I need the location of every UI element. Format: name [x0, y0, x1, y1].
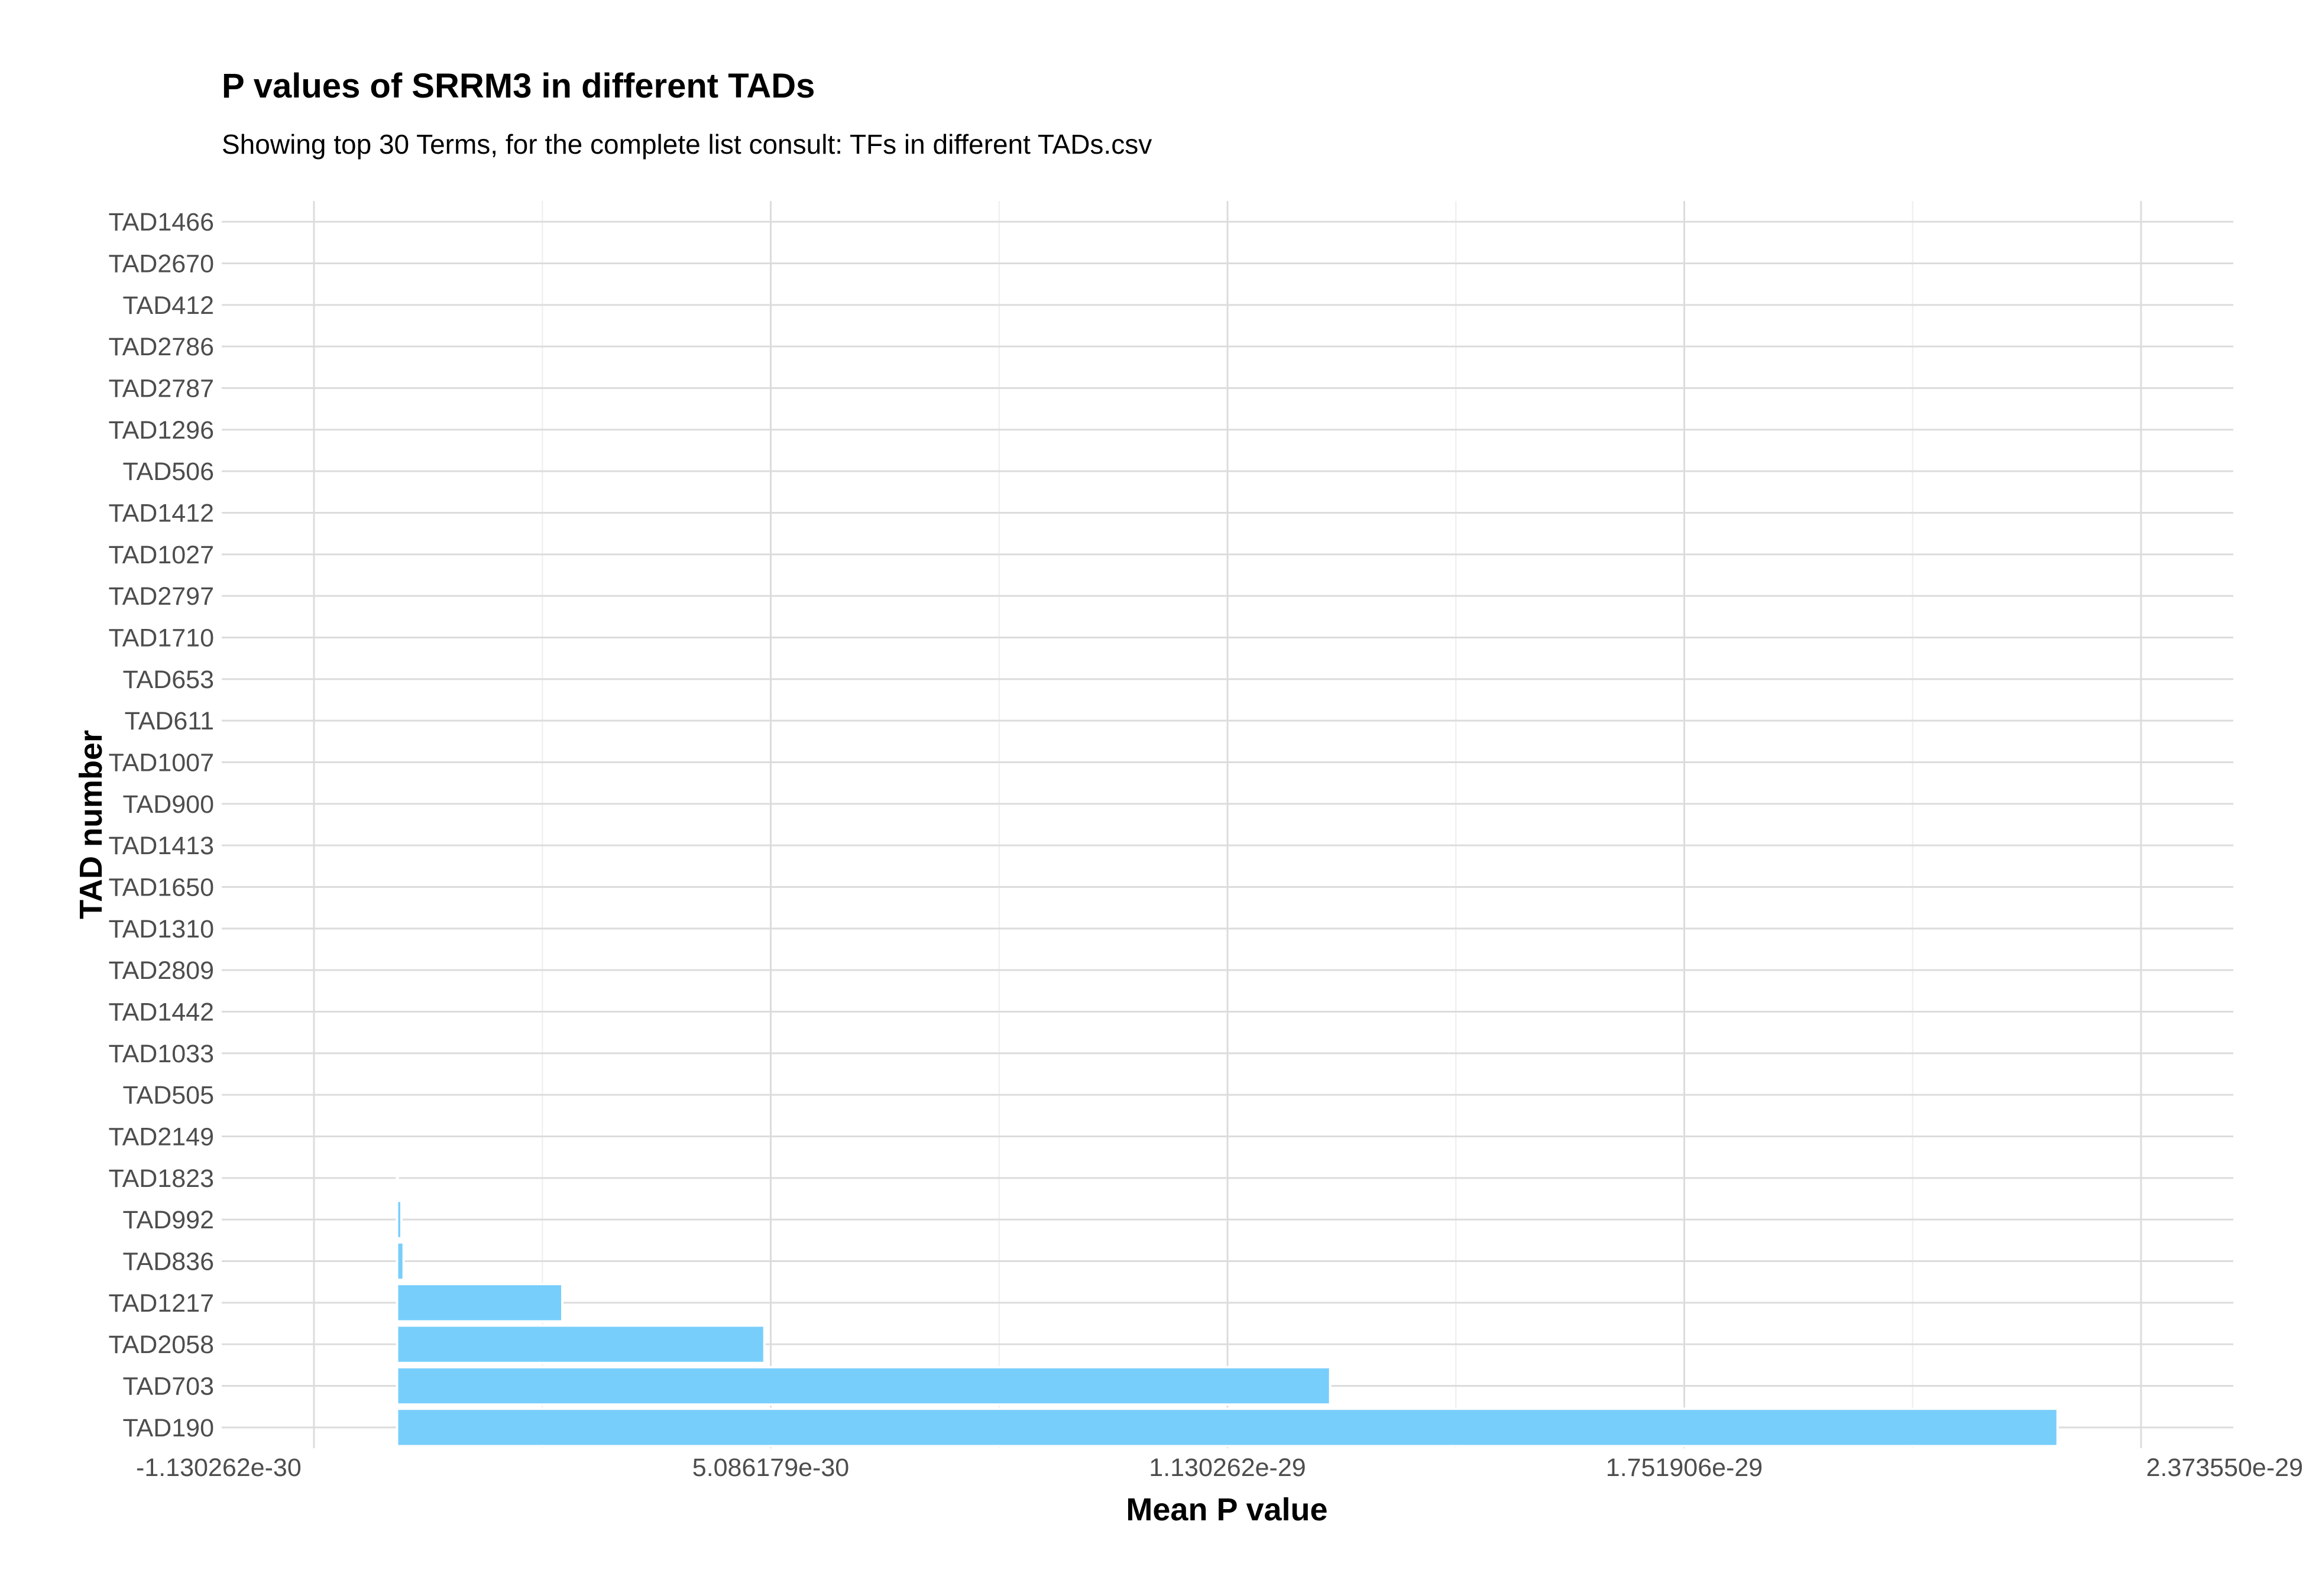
y-axis-label: TAD number	[73, 730, 109, 919]
bars	[396, 1158, 2059, 1448]
y-tick-label: TAD2787	[109, 375, 214, 403]
bar	[396, 1407, 2059, 1448]
x-tick-label: 2.373550e-29	[2146, 1454, 2303, 1482]
x-tick-label: 1.130262e-29	[1149, 1454, 1306, 1482]
y-tick-label: TAD1296	[109, 416, 214, 445]
bar	[396, 1283, 564, 1323]
y-tick-label: TAD1007	[109, 749, 214, 777]
y-tick-label: TAD1217	[109, 1289, 214, 1318]
y-tick-label: TAD2058	[109, 1331, 214, 1359]
y-tick-label: TAD2797	[109, 582, 214, 611]
grid-lines	[222, 201, 2233, 1448]
bar	[396, 1241, 405, 1282]
y-tick-label: TAD2149	[109, 1123, 214, 1151]
y-tick-label: TAD1033	[109, 1040, 214, 1068]
y-tick-label: TAD1412	[109, 499, 214, 528]
x-axis-label: Mean P value	[1126, 1492, 1327, 1527]
y-tick-label: TAD900	[122, 790, 214, 819]
y-tick-label: TAD1413	[109, 832, 214, 860]
y-tick-label: TAD190	[122, 1414, 214, 1442]
y-tick-label: TAD611	[125, 707, 214, 735]
y-tick-labels: TAD1466 TAD2670 TAD412 TAD2786 TAD2787 TAD129…	[109, 208, 214, 1442]
y-tick-label: TAD703	[122, 1373, 214, 1401]
y-tick-label: TAD1466	[109, 208, 214, 236]
y-tick-label: TAD1442	[109, 998, 214, 1027]
y-tick-label: TAD1710	[109, 624, 214, 653]
chart-subtitle: Showing top 30 Terms, for the complete l…	[222, 129, 1152, 160]
bar	[396, 1324, 766, 1364]
y-tick-label: TAD1823	[109, 1164, 214, 1193]
y-tick-label: TAD1027	[109, 541, 214, 569]
y-tick-label: TAD992	[122, 1206, 214, 1234]
y-tick-label: TAD2786	[109, 333, 214, 361]
y-tick-label: TAD506	[122, 458, 214, 486]
x-tick-label: -1.130262e-30	[136, 1454, 302, 1482]
y-tick-label: TAD1310	[109, 915, 214, 943]
y-tick-label: TAD836	[122, 1248, 214, 1276]
x-tick-label: 1.751906e-29	[1606, 1454, 1763, 1482]
y-tick-label: TAD2809	[109, 956, 214, 985]
y-tick-label: TAD653	[122, 666, 214, 694]
y-tick-label: TAD2670	[109, 250, 214, 278]
y-tick-label: TAD412	[122, 291, 214, 320]
chart-title: P values of SRRM3 in different TADs	[222, 67, 815, 105]
x-tick-labels: -1.130262e-30 5.086179e-30 1.130262e-29 1.7…	[136, 1454, 2303, 1482]
bar	[396, 1365, 1332, 1406]
y-tick-label: TAD505	[122, 1081, 214, 1110]
y-tick-label: TAD1650	[109, 874, 214, 902]
x-tick-label: 5.086179e-30	[692, 1454, 849, 1482]
bar	[396, 1199, 403, 1240]
